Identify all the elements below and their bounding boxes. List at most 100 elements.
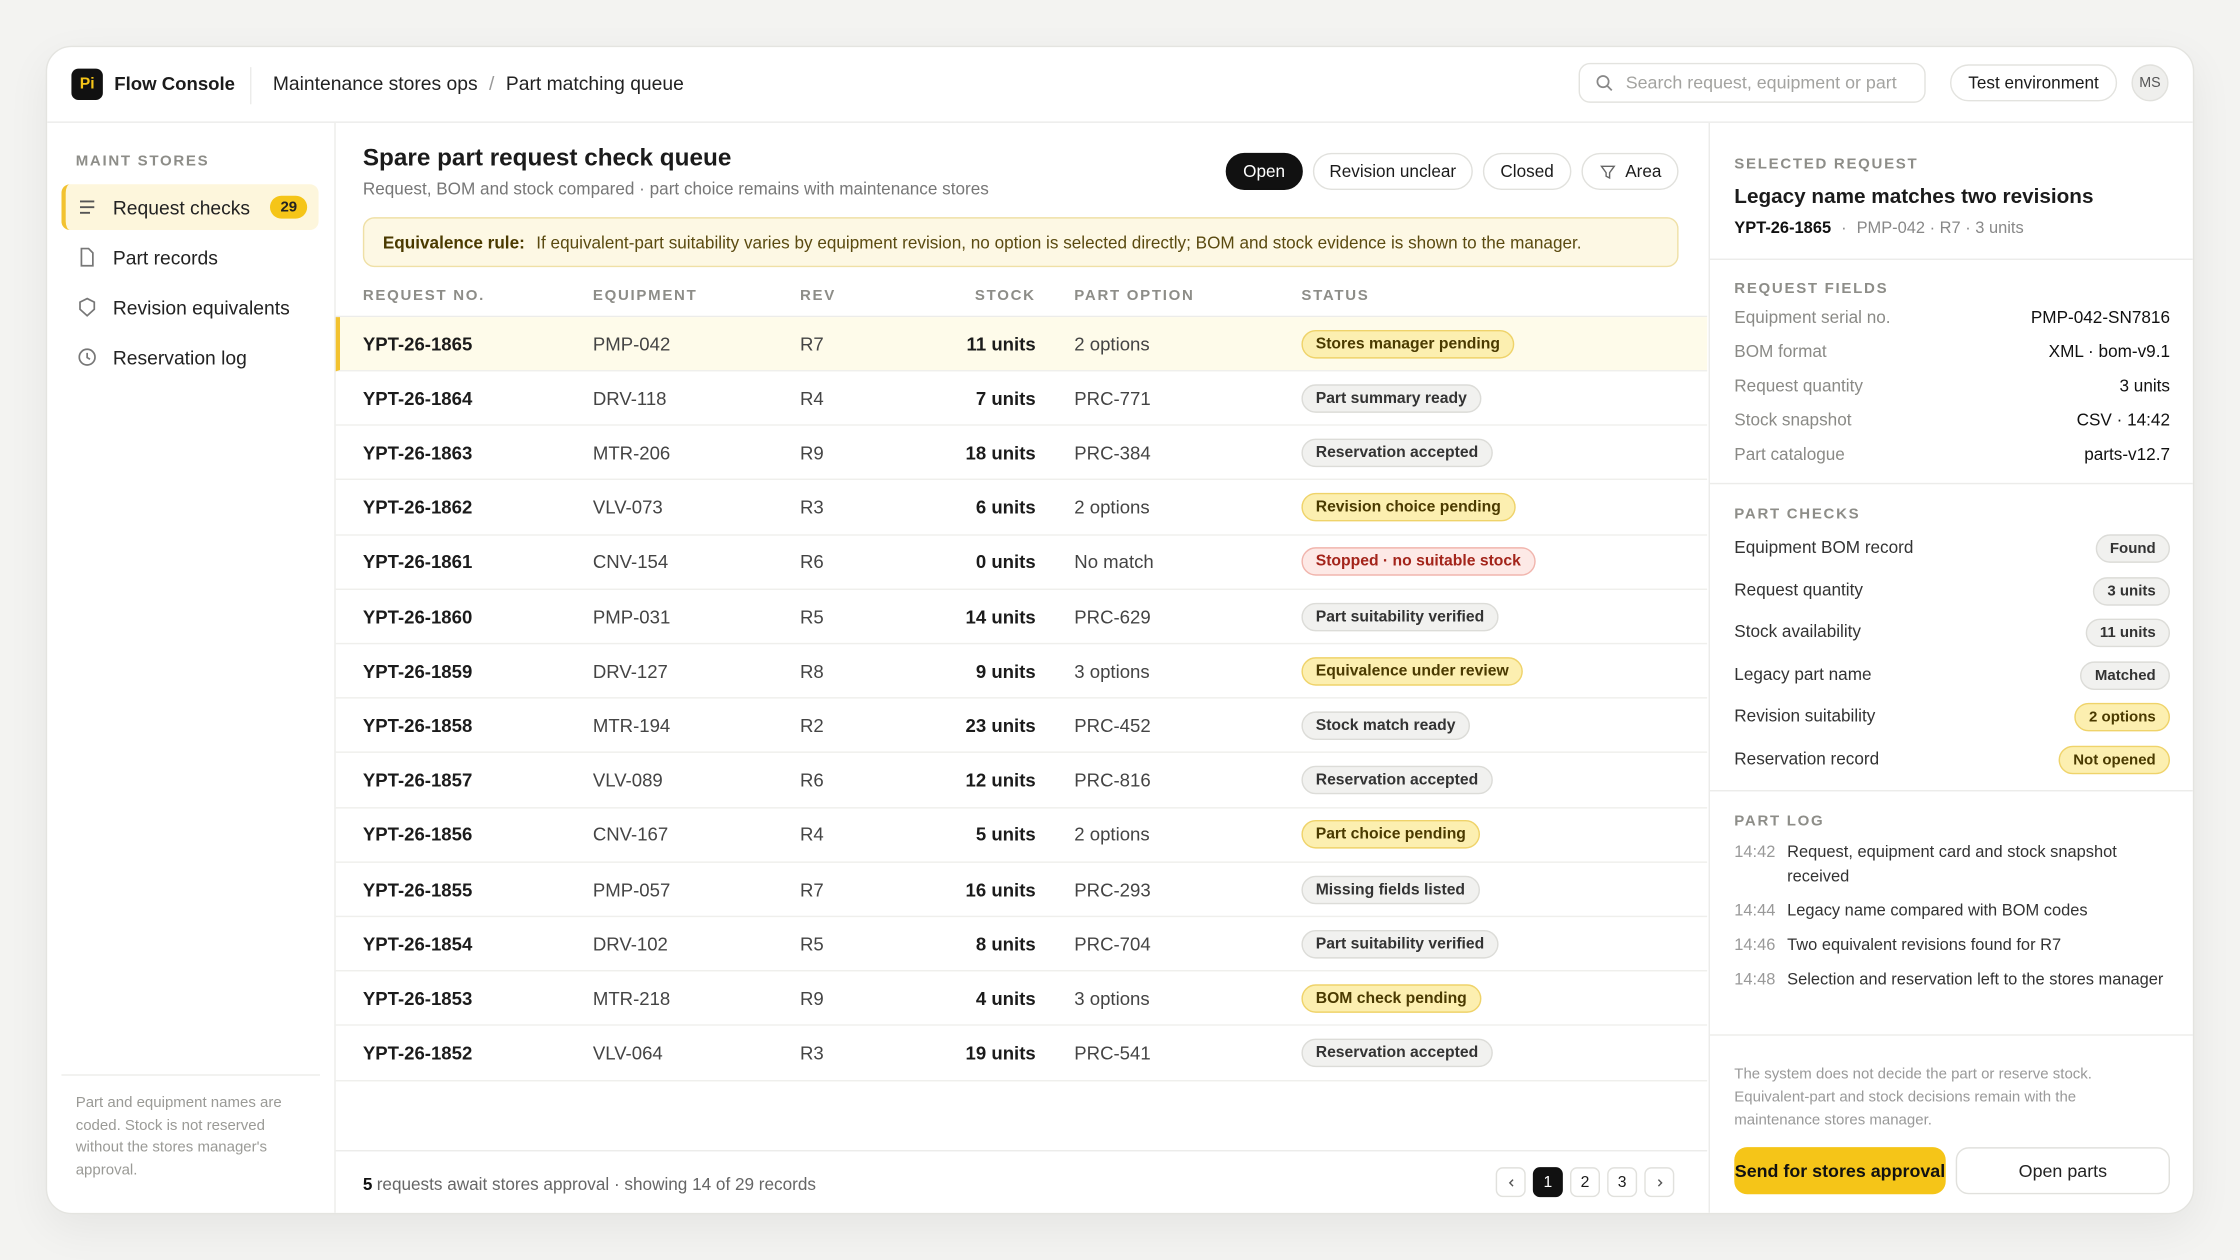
- equipment-cell: CNV-167: [592, 823, 669, 846]
- equipment-cell: PMP-031: [592, 605, 671, 628]
- part-cell: PRC-384: [1074, 441, 1151, 464]
- search-box[interactable]: Search request, equipment or part: [1578, 62, 1926, 103]
- id-cell: YPT-26-1856: [362, 823, 473, 846]
- divider: [334, 122, 336, 1213]
- stock-cell: 18 units: [965, 441, 1036, 464]
- filter-button[interactable]: Closed: [1483, 152, 1571, 190]
- part-cell: 2 options: [1074, 332, 1150, 355]
- breadcrumb-item[interactable]: Maintenance stores ops: [272, 72, 478, 95]
- nav-item[interactable]: Request checks 29: [61, 184, 319, 230]
- log-text: Request, equipment card and stock snapsh…: [1787, 844, 2117, 886]
- stock-cell: 14 units: [965, 605, 1036, 628]
- nav-icon: [78, 348, 96, 366]
- nav-label: Reservation log: [112, 346, 247, 368]
- nav-item[interactable]: Part records: [61, 234, 318, 280]
- primary-action[interactable]: Send for stores approval: [1734, 1147, 1946, 1195]
- page-button[interactable]: [1495, 1167, 1526, 1198]
- table-row[interactable]: YPT-26-1865 PMP-042 R7 11 units 2 options Sto…: [335, 317, 1708, 372]
- check-label: Request quantity: [1734, 579, 1863, 600]
- breadcrumb: Maintenance stores ops / Part matching que…: [273, 73, 684, 94]
- queue-subtitle: Request, BOM and stock compared · part c…: [362, 178, 989, 199]
- detail-note: The system does not decide the part or r…: [1734, 1065, 2092, 1129]
- check-label: Reservation record: [1734, 748, 1880, 769]
- rule-banner: Equivalence rule: If equivalent-part suit…: [362, 217, 1679, 268]
- nav-badge: 29: [270, 195, 308, 219]
- page-button[interactable]: [1644, 1167, 1675, 1198]
- id-cell: YPT-26-1852: [362, 1042, 473, 1064]
- table-row[interactable]: YPT-26-1864 DRV-118 R4 7 units PRC-771 Part s…: [335, 372, 1708, 426]
- table-row[interactable]: YPT-26-1852 VLV-064 R3 19 units PRC-541 Reser…: [335, 1027, 1708, 1081]
- filter-button[interactable]: Revision unclear: [1312, 152, 1474, 190]
- divider: [335, 315, 1708, 318]
- rev-cell: R3: [799, 496, 824, 518]
- field-label: BOM format: [1734, 341, 1827, 362]
- footer-text: requests await stores approval · showing…: [376, 1174, 816, 1195]
- table-row[interactable]: YPT-26-1859 DRV-127 R8 9 units 3 options Equi…: [335, 645, 1708, 699]
- part-cell: 2 options: [1074, 823, 1150, 846]
- table-row[interactable]: YPT-26-1856 CNV-167 R4 5 units 2 options Part…: [335, 808, 1708, 863]
- table-row[interactable]: YPT-26-1853 MTR-218 R9 4 units 3 options BOM …: [335, 972, 1708, 1027]
- filters: Open Revision unclear Closed Area: [1226, 152, 1679, 190]
- table-row[interactable]: YPT-26-1860 PMP-031 R5 14 units PRC-629 Part …: [335, 590, 1708, 645]
- table-row[interactable]: YPT-26-1861 CNV-154 R6 0 units No match Stopp…: [335, 535, 1708, 590]
- user-avatar[interactable]: MS: [2131, 64, 2169, 102]
- divider: [1709, 482, 2193, 485]
- status-pill: Part suitability verified: [1301, 929, 1499, 959]
- field-value: CSV · 14:42: [2076, 409, 2170, 430]
- page-button[interactable]: 1: [1532, 1167, 1563, 1198]
- stock-cell: 11 units: [966, 332, 1036, 355]
- nav-icon: [79, 297, 96, 317]
- divider: [1708, 122, 1710, 1213]
- equipment-cell: MTR-218: [592, 987, 671, 1010]
- app-window: Pi Flow Console Maintenance stores ops / Par…: [45, 45, 2195, 1215]
- divider: [1709, 1034, 2193, 1036]
- table-row[interactable]: YPT-26-1854 DRV-102 R5 8 units PRC-704 Part s…: [335, 917, 1708, 972]
- page-button[interactable]: 2: [1569, 1167, 1600, 1198]
- check-label: Legacy part name: [1734, 663, 1872, 684]
- table-row[interactable]: YPT-26-1863 MTR-206 R9 18 units PRC-384 Reser…: [335, 426, 1708, 481]
- breadcrumb-item[interactable]: Part matching queue: [505, 72, 684, 95]
- fields-title: REQUEST FIELDS: [1734, 279, 1889, 298]
- id-cell: YPT-26-1859: [362, 660, 473, 682]
- divider: [1709, 258, 2193, 260]
- rev-cell: R7: [799, 878, 824, 900]
- filter-button[interactable]: Area: [1580, 152, 1679, 190]
- field-label: Request quantity: [1734, 375, 1863, 396]
- equipment-cell: PMP-057: [592, 878, 671, 900]
- rule-text: If equivalent-part suitability varies by…: [536, 232, 1582, 253]
- column-header: STATUS: [1301, 287, 1370, 305]
- status-pill: Part summary ready: [1301, 383, 1482, 413]
- column-header: REV: [799, 287, 837, 305]
- nav-label: Request checks: [112, 196, 251, 218]
- secondary-action[interactable]: Open parts: [1955, 1147, 2170, 1195]
- rev-cell: R8: [799, 660, 824, 682]
- equipment-cell: MTR-206: [592, 441, 671, 464]
- table-row[interactable]: YPT-26-1858 MTR-194 R2 23 units PRC-452 Stock…: [335, 699, 1708, 754]
- filter-button[interactable]: Open: [1226, 152, 1303, 190]
- rev-cell: R2: [799, 714, 824, 737]
- logo: Pi: [71, 68, 103, 100]
- column-header: EQUIPMENT: [592, 287, 698, 305]
- stock-cell: 4 units: [975, 987, 1036, 1010]
- filter-label: Area: [1625, 161, 1662, 182]
- page-button[interactable]: 3: [1607, 1167, 1638, 1198]
- log-text: Two equivalent revisions found for R7: [1787, 937, 2062, 955]
- nav-item[interactable]: Reservation log: [61, 334, 318, 380]
- environment-pill[interactable]: Test environment: [1949, 64, 2118, 102]
- log-text: Legacy name compared with BOM codes: [1787, 902, 2088, 920]
- id-cell: YPT-26-1862: [362, 496, 473, 518]
- status-pill: Revision choice pending: [1301, 492, 1516, 522]
- table-row[interactable]: YPT-26-1857 VLV-089 R6 12 units PRC-816 Reser…: [335, 754, 1708, 808]
- log-time: 14:44: [1734, 902, 1776, 920]
- table-row[interactable]: YPT-26-1855 PMP-057 R7 16 units PRC-293 Missi…: [335, 863, 1708, 918]
- equipment-cell: DRV-102: [592, 933, 668, 955]
- column-header: STOCK: [974, 287, 1036, 305]
- nav-item[interactable]: Revision equivalents: [61, 284, 318, 330]
- divider: [61, 1074, 320, 1076]
- id-cell: YPT-26-1865: [362, 332, 473, 355]
- id-cell: YPT-26-1857: [362, 769, 473, 791]
- table-row[interactable]: YPT-26-1862 VLV-073 R3 6 units 2 options Revi…: [335, 481, 1708, 536]
- stock-cell: 6 units: [975, 496, 1036, 518]
